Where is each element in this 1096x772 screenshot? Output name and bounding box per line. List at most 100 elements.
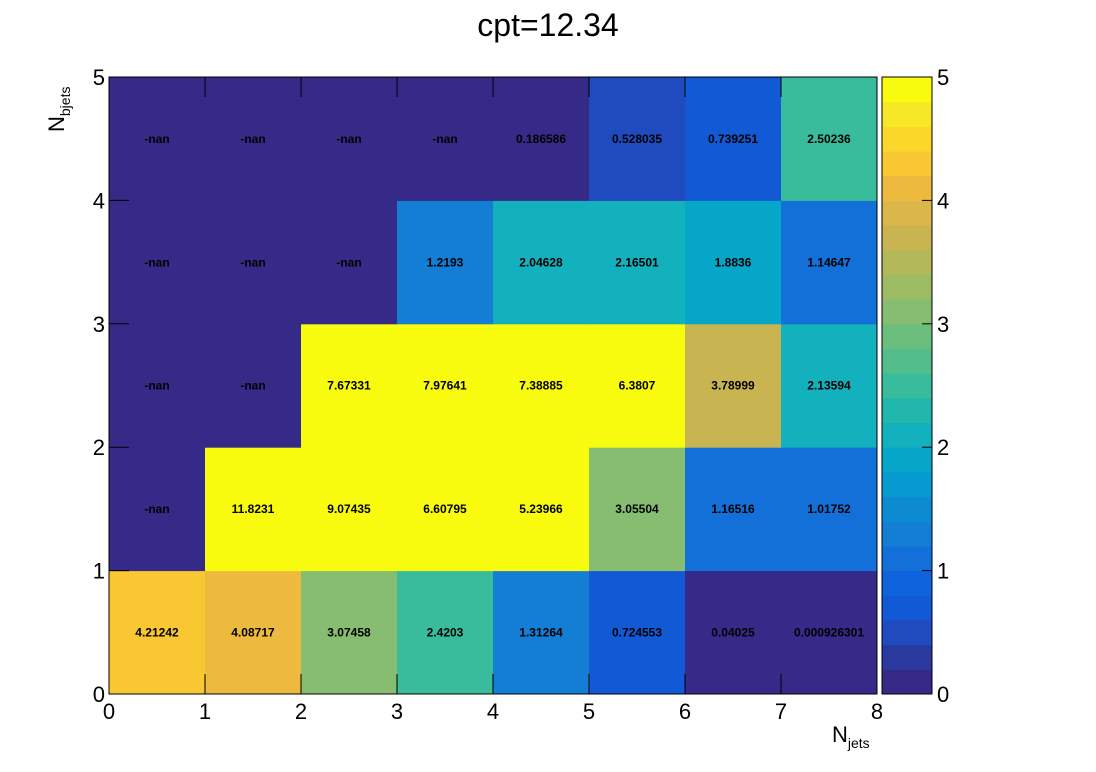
heatmap-cell [493, 77, 590, 201]
cell-value-label: 0.739251 [708, 132, 758, 146]
heatmap-cell [301, 200, 398, 325]
cell-value-label: -nan [144, 502, 169, 516]
colorbar-swatch [882, 521, 932, 547]
colorbar-swatch [882, 323, 932, 349]
colorbar-swatch [882, 77, 932, 103]
colorbar-swatch [882, 570, 932, 596]
colorbar-tick-label: 3 [937, 312, 949, 337]
colorbar-swatch [882, 397, 932, 424]
heatmap-cell [397, 77, 494, 201]
cell-value-label: 2.4203 [427, 625, 464, 639]
heatmap-cell [493, 447, 590, 572]
heatmap-cell [685, 447, 782, 572]
cell-value-label: -nan [144, 379, 169, 393]
heatmap-cell [589, 447, 686, 572]
cell-value-label: 2.16501 [615, 255, 659, 269]
cell-value-label: 0.000926301 [794, 625, 864, 639]
heatmap-cell [493, 200, 590, 325]
colorbar-swatch [882, 471, 932, 498]
colorbar-swatch [882, 348, 932, 374]
cell-value-label: 1.8836 [715, 255, 752, 269]
cell-value-label: 3.78999 [711, 379, 755, 393]
colorbar-swatch [882, 225, 932, 251]
heatmap-cell [589, 200, 686, 325]
colorbar-swatch [882, 151, 932, 177]
cell-value-label: 3.07458 [327, 625, 371, 639]
cell-value-label: 2.50236 [807, 132, 851, 146]
cell-value-label: -nan [336, 255, 361, 269]
cell-value-label: 0.724553 [612, 625, 662, 639]
heatmap-cell [301, 323, 398, 448]
y-tick-label: 5 [93, 65, 105, 90]
heatmap-cell [493, 570, 590, 695]
heatmap-cell [493, 323, 590, 448]
heatmap-cell [301, 447, 398, 572]
cell-value-label: 1.16516 [711, 502, 755, 516]
x-tick-label: 0 [103, 699, 115, 724]
colorbar-swatch [882, 299, 932, 325]
heatmap-cell [109, 77, 206, 201]
cell-value-label: 9.07435 [327, 502, 371, 516]
heatmap-cell [781, 77, 878, 201]
cell-value-label: 0.186586 [516, 132, 566, 146]
colorbar-swatch [882, 496, 932, 522]
cell-value-label: 5.23966 [519, 502, 563, 516]
cell-value-label: 1.2193 [427, 255, 464, 269]
colorbar-swatch [882, 175, 932, 201]
heatmap-cell [109, 323, 206, 448]
colorbar-swatch [882, 249, 932, 275]
x-axis-title: Njets [832, 722, 870, 751]
colorbar-tick-label: 0 [937, 682, 949, 707]
colorbar-swatch [882, 422, 932, 448]
colorbar: 0 1 2 3 4 5 [881, 65, 949, 707]
heatmap-cell [589, 570, 686, 695]
heatmap-cell [589, 77, 686, 201]
heatmap-cell [205, 200, 302, 325]
colorbar-swatch [882, 545, 932, 572]
cell-value-label: 11.8231 [232, 502, 275, 516]
heatmap-cell [685, 77, 782, 201]
y-tick-label: 0 [93, 682, 105, 707]
heatmap-cell [397, 323, 494, 448]
colorbar-tick-label: 2 [937, 435, 949, 460]
heatmap-cell [589, 323, 686, 448]
heatmap-cell [685, 570, 782, 695]
heatmap-cell [205, 447, 302, 572]
cell-value-label: 2.04628 [519, 255, 563, 269]
cell-value-label: 4.08717 [231, 625, 275, 639]
cell-value-label: -nan [432, 132, 457, 146]
heatmap-cell [397, 447, 494, 572]
heatmap-cell [397, 200, 494, 325]
heatmap-cell [685, 323, 782, 448]
x-tick-label: 8 [871, 699, 883, 724]
cell-value-label: 7.38885 [519, 379, 563, 393]
heatmap-cell [685, 200, 782, 325]
heatmap-cell [397, 570, 494, 695]
heatmap-cell [781, 447, 878, 572]
colorbar-tick-label: 1 [937, 559, 949, 584]
heatmap-cell [109, 200, 206, 325]
cell-value-label: 7.97641 [423, 379, 467, 393]
cell-value-label: -nan [336, 132, 361, 146]
cell-value-label: 4.21242 [135, 625, 179, 639]
cell-value-label: 1.14647 [807, 255, 851, 269]
colorbar-swatch [882, 619, 932, 646]
cell-value-label: -nan [240, 255, 265, 269]
colorbar-swatch [882, 447, 932, 473]
cell-value-label: 6.3807 [619, 379, 656, 393]
cell-value-label: 7.67331 [327, 379, 371, 393]
cell-value-label: -nan [240, 132, 265, 146]
x-tick-label: 3 [391, 699, 403, 724]
colorbar-swatch [882, 669, 932, 695]
colorbar-swatch [882, 101, 932, 127]
colorbar-tick-label: 5 [937, 65, 949, 90]
x-tick-label: 1 [199, 699, 211, 724]
colorbar-swatch [882, 200, 932, 226]
colorbar-swatch [882, 373, 932, 399]
heatmap-cell [109, 570, 206, 695]
cell-value-label: 6.60795 [423, 502, 467, 516]
heatmap-cell [205, 77, 302, 201]
x-tick-label: 5 [583, 699, 595, 724]
cell-value-label: 1.31264 [519, 625, 563, 639]
